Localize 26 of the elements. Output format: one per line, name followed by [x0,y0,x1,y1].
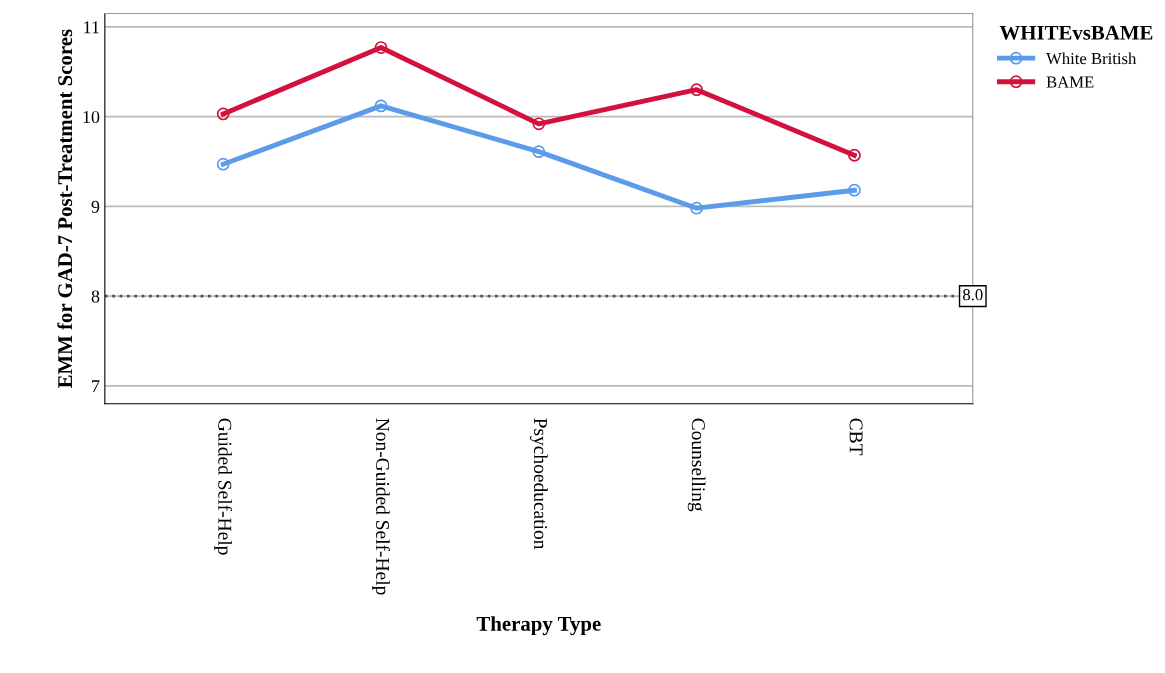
legend-title: WHITEvsBAME [999,25,1153,40]
y-tick-label: 7 [92,380,100,393]
y-axis-title: EMM for GAD-7 Post-Treatment Scores [57,29,73,389]
point [848,148,861,162]
point [532,145,546,159]
x-tick-label: CBT [849,418,863,456]
point [216,107,230,121]
point [690,83,704,97]
x-tick-label: Non-Guided Self-Help [372,418,390,595]
y-tick-label: 11 [84,21,99,34]
point [532,117,546,131]
point [690,201,704,215]
x-tick-label: Guided Self-Help [214,418,233,555]
x-axis-title: Therapy Type [476,616,601,636]
y-tick-label: 8 [91,290,100,303]
legend-label: BAME [1046,76,1094,88]
ref-line-label: 8.0 [962,289,983,301]
point [374,99,388,113]
x-tick-label: Counselling [687,418,706,512]
point [848,183,861,197]
legend-label: White British [1046,52,1137,65]
point [374,41,388,54]
y-tick-label: 10 [83,110,100,124]
y-tick-label: 9 [91,200,100,213]
point [216,157,230,171]
x-tick-label: Psychoeducation [529,418,548,550]
